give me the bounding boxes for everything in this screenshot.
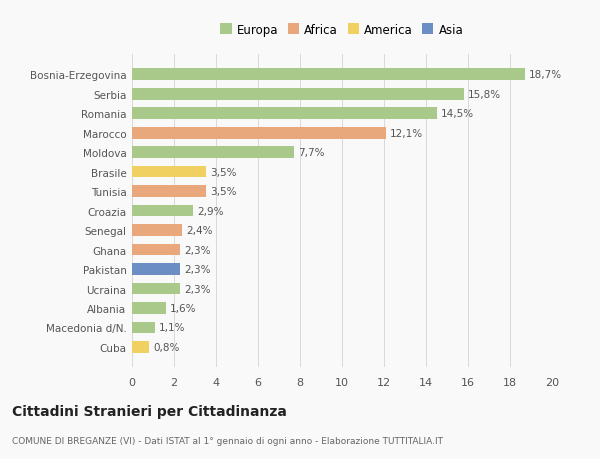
Text: 2,9%: 2,9% — [197, 206, 224, 216]
Text: 3,5%: 3,5% — [210, 187, 236, 197]
Bar — [132, 205, 193, 217]
Text: 1,1%: 1,1% — [160, 323, 186, 333]
Bar — [132, 225, 182, 236]
Bar — [132, 108, 437, 120]
Bar — [132, 322, 155, 334]
Text: 18,7%: 18,7% — [529, 70, 562, 80]
Bar — [132, 302, 166, 314]
Bar — [132, 186, 205, 197]
Text: 2,4%: 2,4% — [187, 225, 213, 235]
Text: 12,1%: 12,1% — [390, 129, 424, 139]
Text: 7,7%: 7,7% — [298, 148, 325, 158]
Text: 0,8%: 0,8% — [153, 342, 179, 352]
Text: 1,6%: 1,6% — [170, 303, 196, 313]
Text: Cittadini Stranieri per Cittadinanza: Cittadini Stranieri per Cittadinanza — [12, 404, 287, 418]
Text: 14,5%: 14,5% — [440, 109, 474, 119]
Bar — [132, 147, 294, 159]
Bar — [132, 283, 181, 295]
Bar — [132, 244, 181, 256]
Legend: Europa, Africa, America, Asia: Europa, Africa, America, Asia — [220, 24, 464, 37]
Bar — [132, 263, 181, 275]
Text: 2,3%: 2,3% — [185, 284, 211, 294]
Text: 3,5%: 3,5% — [210, 167, 236, 177]
Text: 15,8%: 15,8% — [468, 90, 501, 100]
Text: 2,3%: 2,3% — [185, 264, 211, 274]
Bar — [132, 167, 205, 178]
Bar — [132, 89, 464, 101]
Bar — [132, 128, 386, 139]
Text: COMUNE DI BREGANZE (VI) - Dati ISTAT al 1° gennaio di ogni anno - Elaborazione T: COMUNE DI BREGANZE (VI) - Dati ISTAT al … — [12, 436, 443, 445]
Bar — [132, 341, 149, 353]
Text: 2,3%: 2,3% — [185, 245, 211, 255]
Bar — [132, 69, 525, 81]
